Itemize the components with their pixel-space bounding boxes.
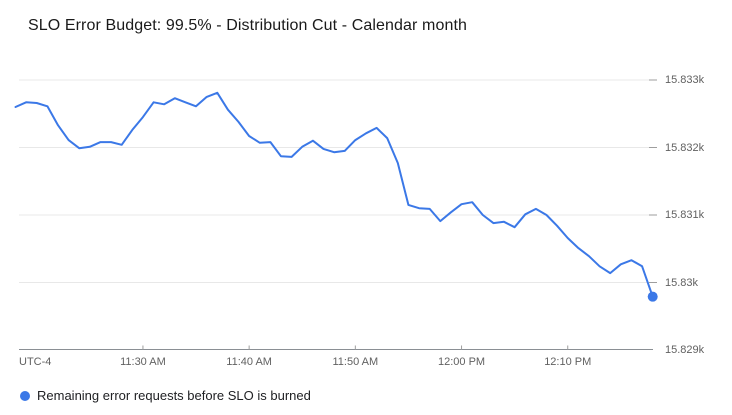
legend-item[interactable]: Remaining error requests before SLO is b… xyxy=(20,387,311,404)
chart-title: SLO Error Budget: 99.5% - Distribution C… xyxy=(28,17,467,34)
y-axis-label: 15.833k xyxy=(665,74,705,86)
utc-offset-label: UTC-4 xyxy=(19,356,52,368)
y-axis-label: 15.829k xyxy=(665,344,705,356)
y-axis-label: 15.831k xyxy=(665,209,705,221)
x-axis-label: 11:50 AM xyxy=(332,356,379,368)
y-axis-label: 15.83k xyxy=(665,276,699,289)
x-axis-label: 12:00 PM xyxy=(437,356,486,368)
series-line[interactable] xyxy=(14,91,654,298)
legend-series-marker-icon xyxy=(20,390,30,401)
x-axis-label: 12:10 PM xyxy=(544,356,592,368)
y-axis-label: 15.832k xyxy=(665,141,705,154)
x-axis-label: 11:30 AM xyxy=(120,356,166,368)
legend-series-label: Remaining error requests before SLO is b… xyxy=(37,388,311,403)
series-end-point-marker[interactable] xyxy=(647,291,658,302)
x-axis-label: 11:40 AM xyxy=(226,356,272,368)
